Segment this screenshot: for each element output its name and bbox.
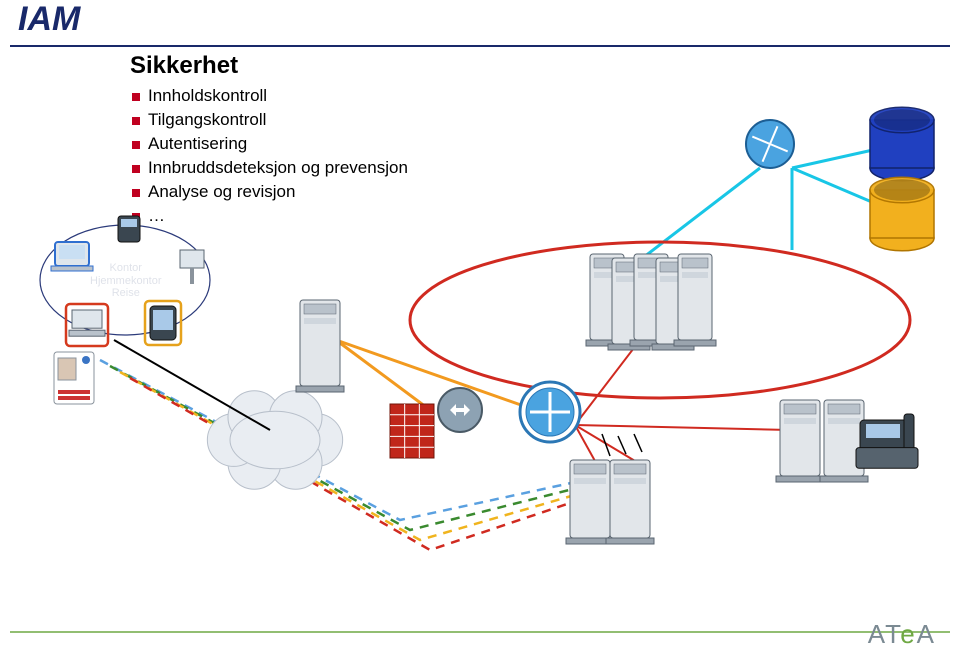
logo-part-2: e: [900, 619, 916, 649]
network-diagram: [0, 0, 960, 666]
logo-part-3: A: [917, 619, 936, 649]
brand-logo: ATeA: [868, 619, 936, 650]
logo-part-1: AT: [868, 619, 900, 649]
